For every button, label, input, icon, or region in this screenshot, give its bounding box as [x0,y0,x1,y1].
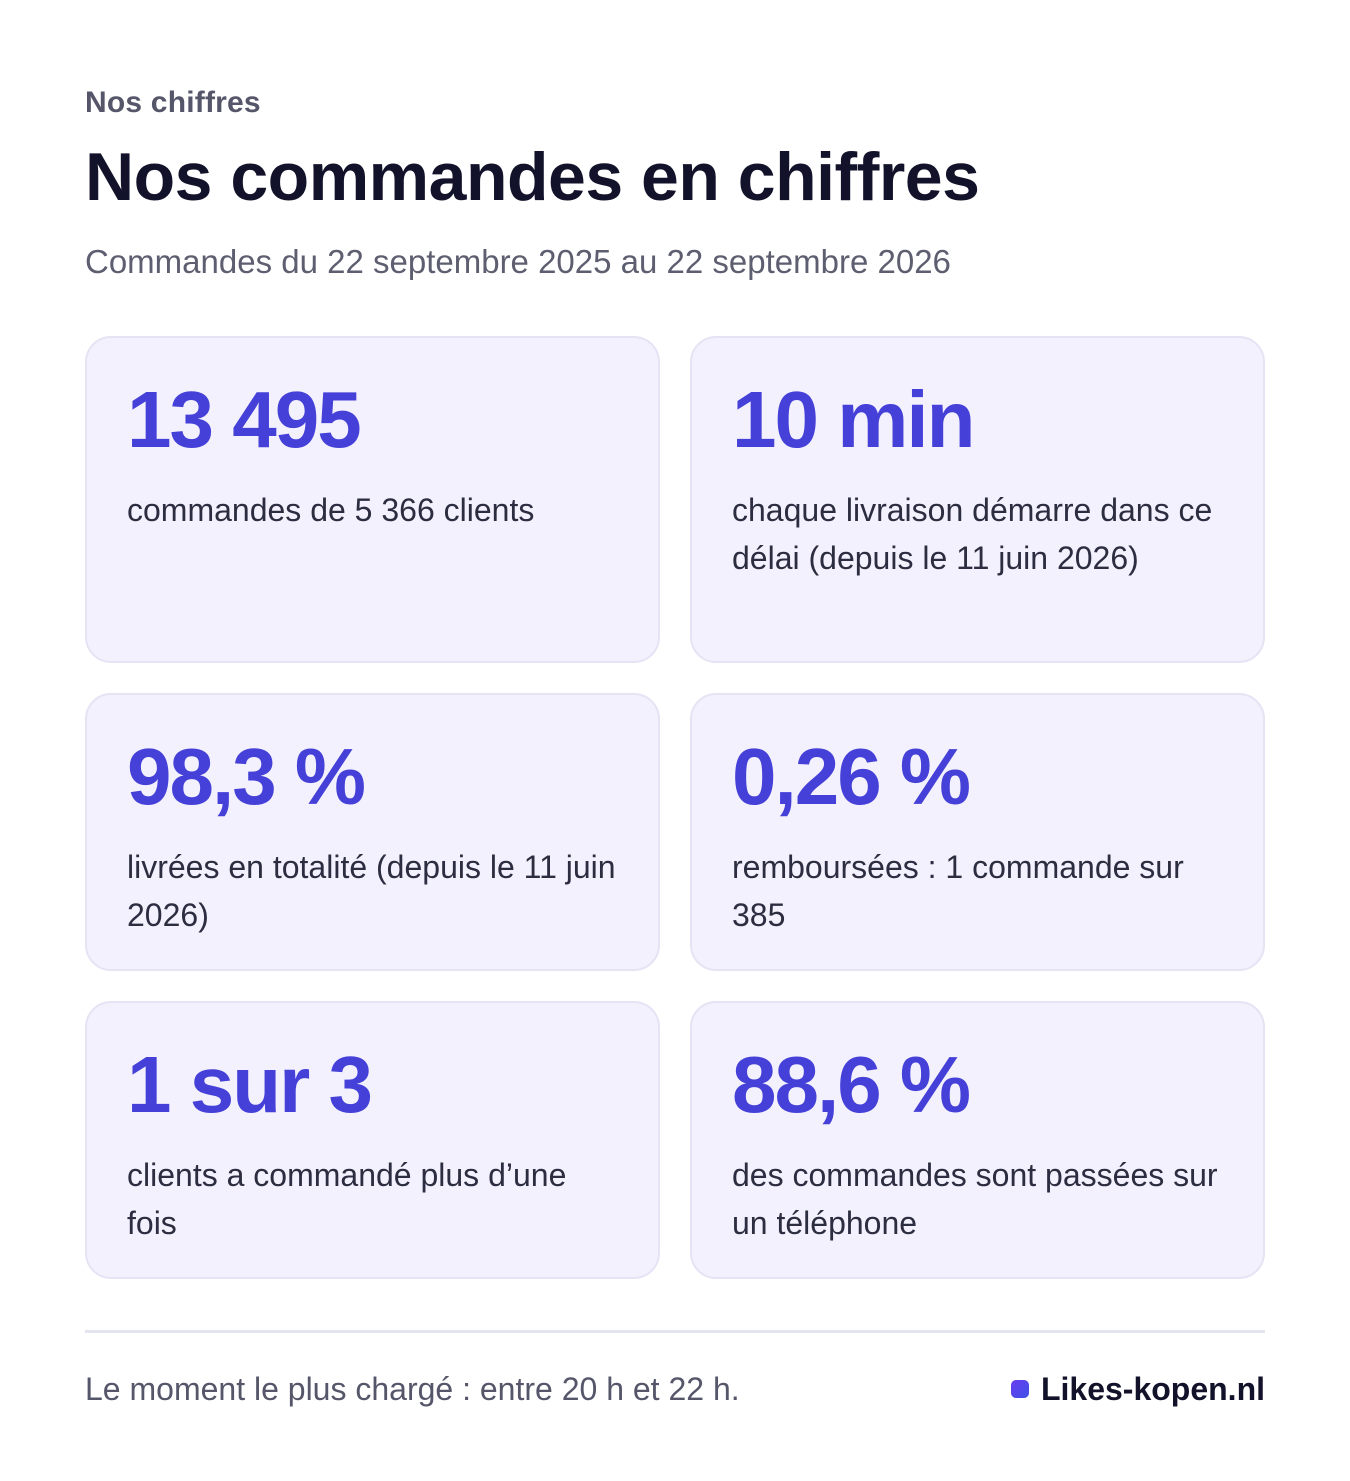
stat-label: des commandes sont passées sur un téléph… [732,1157,1218,1241]
stat-card-delivery-start: 10 min chaque livraison démarre dans ce … [690,336,1265,663]
stat-value: 1 sur 3 [127,1040,373,1129]
brand: Likes-kopen.nl [1010,1370,1265,1408]
page-title: Nos commandes en chiffres [85,139,980,215]
stat-value: 0,26 % [732,732,971,821]
stat-card-mobile-orders: 88,6 % des commandes sont passées sur un… [690,1001,1265,1279]
stat-card-refunded: 0,26 % remboursées : 1 commande sur 385 [690,693,1265,971]
footer-divider [85,1330,1265,1333]
stat-label: commandes de 5 366 clients [127,492,535,528]
stat-value: 88,6 % [732,1040,971,1129]
stat-value: 13 495 [127,375,362,464]
stat-card-orders: 13 495 commandes de 5 366 clients [85,336,660,663]
stat-value: 10 min [732,375,975,464]
stat-card-delivered: 98,3 % livrées en totalité (depuis le 11… [85,693,660,971]
brand-name: Likes-kopen.nl [1040,1371,1265,1407]
stat-label: clients a commandé plus d’une fois [127,1157,567,1241]
stat-label: chaque livraison démarre dans ce délai (… [732,492,1213,576]
footer-note: Le moment le plus chargé : entre 20 h et… [85,1371,740,1407]
stat-value: 98,3 % [127,732,366,821]
square-dot-icon [1010,1380,1029,1399]
stat-card-repeat-customers: 1 sur 3 clients a commandé plus d’une fo… [85,1001,660,1279]
stat-label: livrées en totalité (depuis le 11 juin 2… [127,849,616,933]
page-subtitle: Commandes du 22 septembre 2025 au 22 sep… [85,243,951,280]
stat-label: remboursées : 1 commande sur 385 [732,849,1184,933]
eyebrow: Nos chiffres [85,86,261,119]
